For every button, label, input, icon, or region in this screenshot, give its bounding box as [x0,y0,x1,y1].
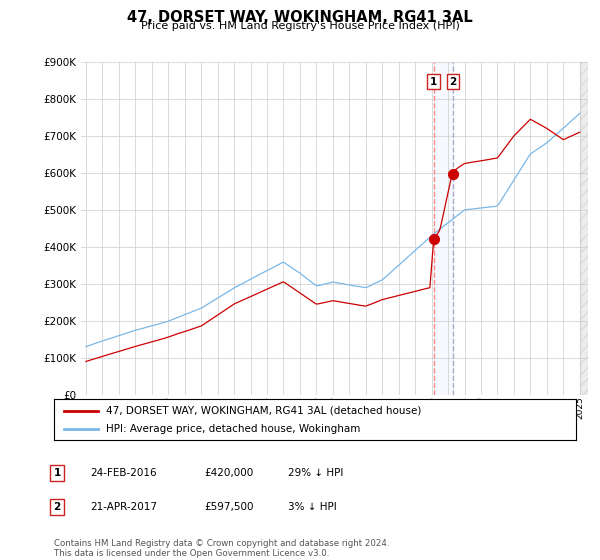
Bar [580,62,588,395]
Text: 2: 2 [449,77,457,87]
Text: 2: 2 [53,502,61,512]
Text: 3% ↓ HPI: 3% ↓ HPI [288,502,337,512]
Text: 21-APR-2017: 21-APR-2017 [90,502,157,512]
Text: 24-FEB-2016: 24-FEB-2016 [90,468,157,478]
Text: Price paid vs. HM Land Registry's House Price Index (HPI): Price paid vs. HM Land Registry's House … [140,21,460,31]
Text: 1: 1 [53,468,61,478]
Text: Contains HM Land Registry data © Crown copyright and database right 2024.
This d: Contains HM Land Registry data © Crown c… [54,539,389,558]
Text: 1: 1 [430,77,437,87]
Text: 47, DORSET WAY, WOKINGHAM, RG41 3AL (detached house): 47, DORSET WAY, WOKINGHAM, RG41 3AL (det… [106,405,422,416]
Text: £597,500: £597,500 [204,502,253,512]
Bar [434,62,453,395]
Text: £420,000: £420,000 [204,468,253,478]
Text: HPI: Average price, detached house, Wokingham: HPI: Average price, detached house, Woki… [106,424,361,434]
Text: 29% ↓ HPI: 29% ↓ HPI [288,468,343,478]
Text: 47, DORSET WAY, WOKINGHAM, RG41 3AL: 47, DORSET WAY, WOKINGHAM, RG41 3AL [127,10,473,25]
